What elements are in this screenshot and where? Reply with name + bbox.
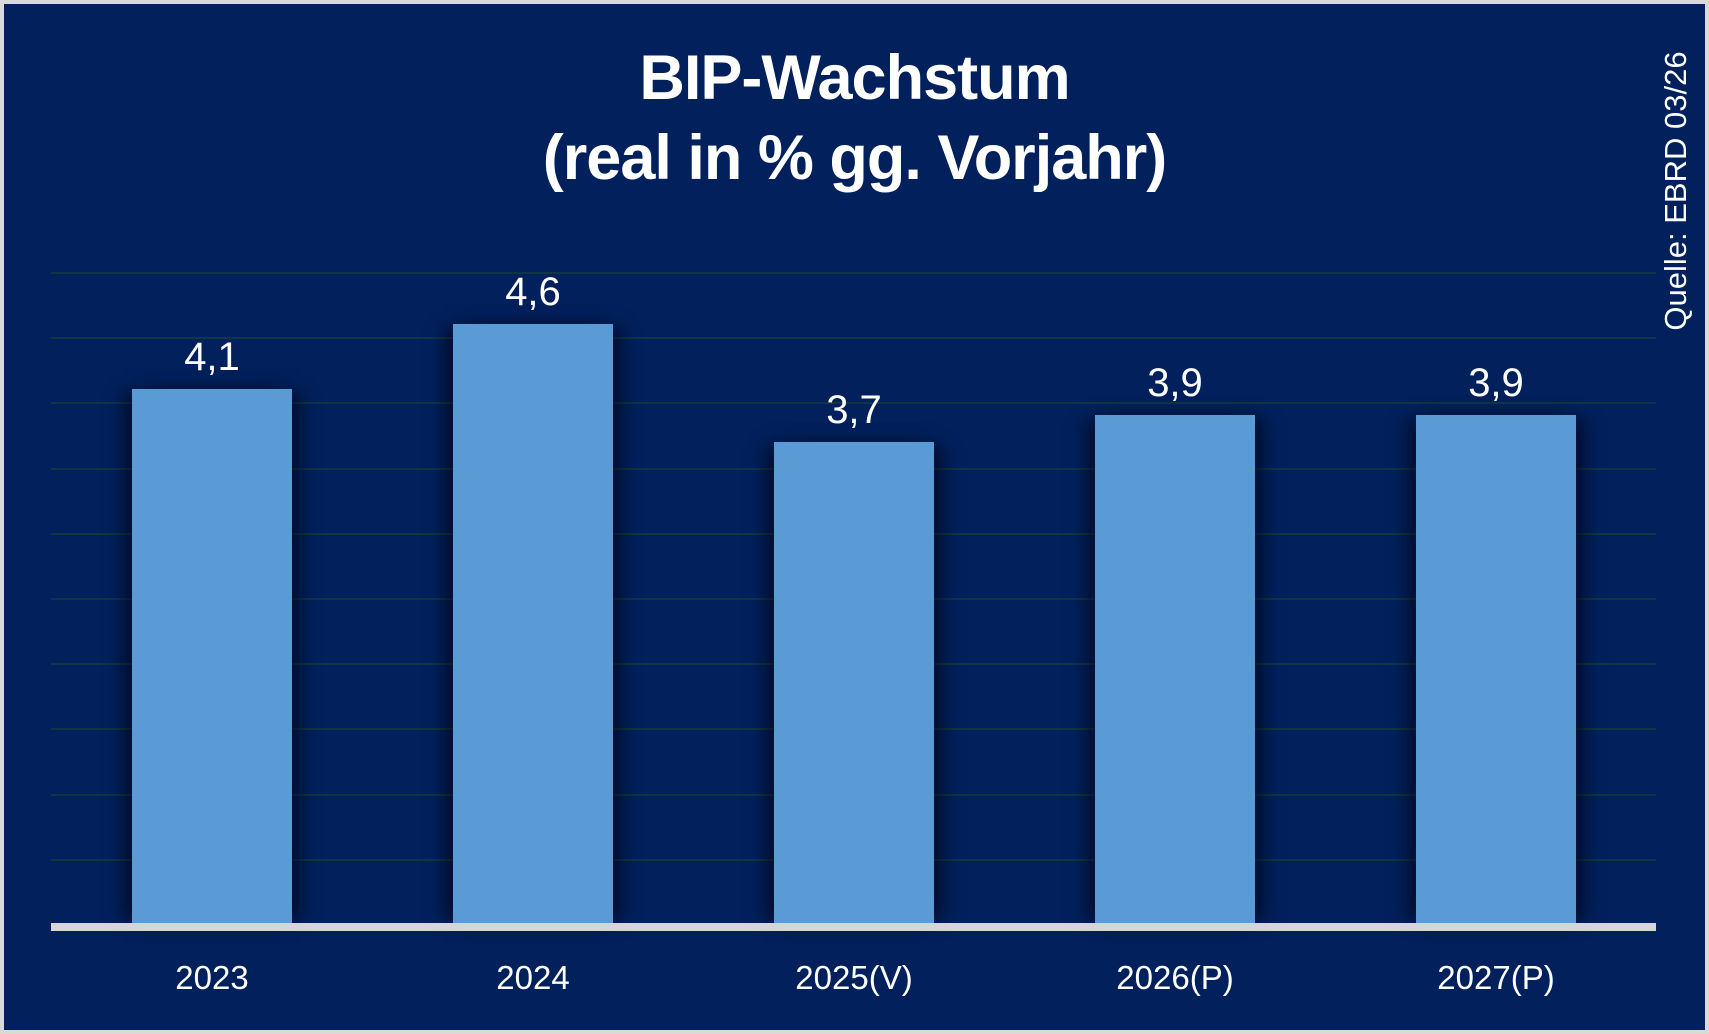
bar	[132, 389, 292, 924]
x-axis-label: 2025(V)	[795, 959, 913, 996]
bar-value-label: 4,6	[505, 270, 561, 314]
source-note: Quelle: EBRD 03/26	[1658, 51, 1693, 331]
bar-value-label: 3,7	[826, 388, 882, 432]
bar-value-label: 3,9	[1468, 361, 1524, 405]
bar	[774, 442, 934, 924]
bar	[453, 324, 613, 924]
bar-value-label: 3,9	[1147, 361, 1203, 405]
x-axis-baseline	[51, 923, 1656, 931]
chart-title-line2: (real in % gg. Vorjahr)	[542, 123, 1167, 193]
bar-value-label: 4,1	[184, 335, 240, 379]
gridline	[51, 402, 1656, 404]
gridline	[51, 272, 1656, 274]
gridline	[51, 337, 1656, 339]
chart-title-line1: BIP-Wachstum	[639, 43, 1070, 113]
bar	[1095, 415, 1255, 924]
x-axis-label: 2024	[496, 959, 570, 996]
x-axis-label: 2026(P)	[1116, 959, 1234, 996]
x-axis-label: 2023	[175, 959, 249, 996]
bar	[1416, 415, 1576, 924]
chart-title: BIP-Wachstum (real in % gg. Vorjahr)	[4, 38, 1705, 198]
x-axis-label: 2027(P)	[1437, 959, 1555, 996]
